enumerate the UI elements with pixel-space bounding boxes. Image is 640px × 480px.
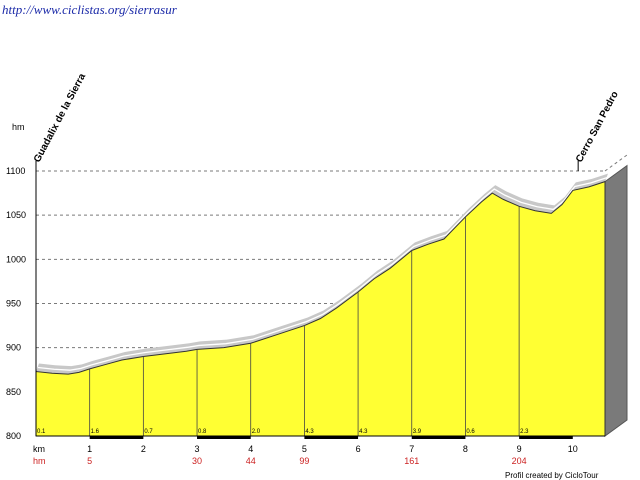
y-tick-label: 900 xyxy=(6,343,21,353)
hm-value-label: 161 xyxy=(404,456,419,466)
hm-value-label: 99 xyxy=(299,456,309,466)
x-tick-label: 10 xyxy=(568,444,578,454)
gridline-depth-1100 xyxy=(604,154,628,172)
segment-gradient-label: 2.3 xyxy=(520,429,529,435)
km-scale-bar xyxy=(519,436,573,439)
segment-gradient-label: 2.0 xyxy=(252,429,261,435)
y-tick-label: 1000 xyxy=(6,254,26,264)
hm-value-label: 30 xyxy=(192,456,202,466)
hm-row-title: hm xyxy=(33,456,46,466)
waypoint-label-1: Cerro San Pedro xyxy=(574,90,621,165)
segment-gradient-label: 4.3 xyxy=(359,429,368,435)
x-tick-label: 1 xyxy=(87,444,92,454)
segment-gradient-label: 0.7 xyxy=(144,429,153,435)
y-tick-label: 1100 xyxy=(6,166,25,176)
x-tick-label: 3 xyxy=(195,444,200,454)
x-tick-label: 2 xyxy=(141,444,146,454)
hm-value-label: 44 xyxy=(246,456,256,466)
site-url: http://www.ciclistas.org/sierrasur xyxy=(2,2,178,17)
x-tick-label: 7 xyxy=(409,444,414,454)
y-tick-label: 950 xyxy=(6,299,21,309)
x-axis-title: km xyxy=(33,444,45,454)
profile-side xyxy=(604,164,628,437)
km-scale-bar xyxy=(89,436,144,439)
x-tick-label: 9 xyxy=(517,444,522,454)
segment-gradient-label: 3.9 xyxy=(413,429,422,435)
hm-value-label: 204 xyxy=(512,456,527,466)
y-tick-label: 1050 xyxy=(6,210,26,220)
waypoint-label-0: Guadalix de la Sierra xyxy=(32,72,88,165)
km-scale-bar xyxy=(304,436,359,439)
profile-area: 0.1 1.6 0.7 0.8 2.0 4.3 4.3 3.9 0.6 2.3 xyxy=(35,164,628,437)
x-tick-label: 5 xyxy=(302,444,307,454)
y-tick-label: 800 xyxy=(6,431,21,441)
segment-gradient-label: 1.6 xyxy=(91,429,100,435)
profile-fill xyxy=(35,180,606,437)
x-tick-label: 6 xyxy=(356,444,361,454)
segment-gradient-label: 4.3 xyxy=(305,429,314,435)
segment-gradient-label: 0.6 xyxy=(466,429,475,435)
segment-gradient-label: 0.1 xyxy=(37,429,46,435)
credit-text: Profil created by CicloTour xyxy=(505,471,599,480)
hm-value-label: 5 xyxy=(87,456,92,466)
profile-highlight xyxy=(37,176,608,371)
x-tick-label: 4 xyxy=(248,444,253,454)
km-scale-bar xyxy=(411,436,466,439)
y-tick-label: 850 xyxy=(6,387,21,397)
x-tick-label: 8 xyxy=(463,444,468,454)
y-axis-title: hm xyxy=(12,122,25,132)
segment-gradient-label: 0.8 xyxy=(198,429,207,435)
km-scale-bar xyxy=(197,436,251,439)
